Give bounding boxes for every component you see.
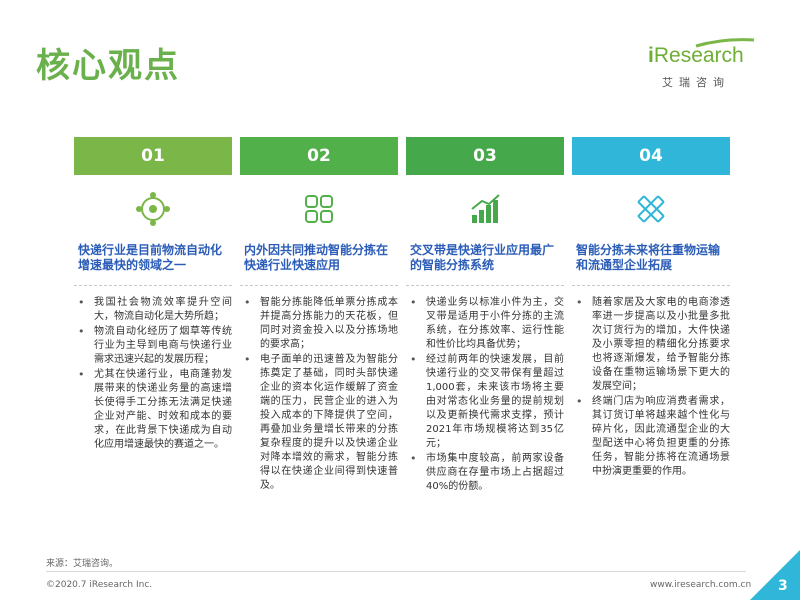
column-icon-area: [406, 175, 564, 243]
logo-brand: iResearch: [648, 44, 744, 67]
column-number: 01: [74, 137, 232, 175]
list-item: 我国社会物流效率提升空间大，物流自动化是大势所趋；: [74, 296, 232, 324]
key-points-columns: 01 快递行业是目前物流自动化增速最快的领域之一 我国社会物流效率提升空间大，物…: [74, 137, 742, 517]
column-icon-area: [572, 175, 730, 243]
list-item: 电子面单的迅速普及为智能分拣奠定了基础，同时头部快递企业的资本化运作缓解了资金端…: [240, 353, 398, 493]
list-item: 快递业务以标准小件为主，交叉带是适用于小件分拣的主流系统，在分拣效率、运行性能和…: [406, 296, 564, 352]
page-corner-triangle-icon: [750, 550, 800, 600]
page-title: 核心观点: [36, 46, 180, 86]
column-number: 04: [572, 137, 730, 175]
column-number: 03: [406, 137, 564, 175]
list-item: 尤其在快递行业，电商蓬勃发展带来的快递业务量的高速增长使得手工分拣无法满足快递企…: [74, 368, 232, 452]
column-03: 03 交叉带是快递行业应用最广的智能分拣系统 快递业务以标准小件为主，交叉带是适…: [406, 137, 564, 517]
list-item: 随着家居及大家电的电商渗透率进一步提高以及小批量多批次订货行为的增加，大件快递及…: [572, 296, 730, 394]
list-item: 物流自动化经历了烟草等传统行业为主导到电商与快递行业需求迅速兴起的发展历程；: [74, 325, 232, 367]
list-item: 经过前两年的快速发展，目前快递行业的交叉带保有量超过1,000套，未来该市场将主…: [406, 353, 564, 451]
column-02: 02 内外因共同推动智能分拣在快递行业快速应用 智能分拣能降低单票分拣成本并提高…: [240, 137, 398, 517]
column-icon-area: [74, 175, 232, 243]
pencil-ruler-icon: [637, 195, 665, 223]
bullet-list: 智能分拣能降低单票分拣成本并提高分拣能力的天花板，但同时对资金投入以及分拣场地的…: [240, 296, 398, 493]
divider: [240, 285, 398, 286]
page-number: 3: [778, 578, 788, 594]
column-heading: 交叉带是快递行业应用最广的智能分拣系统: [410, 243, 555, 272]
bullet-list: 随着家居及大家电的电商渗透率进一步提高以及小批量多批次订货行为的增加，大件快递及…: [572, 296, 730, 479]
list-item: 智能分拣能降低单票分拣成本并提高分拣能力的天花板，但同时对资金投入以及分拣场地的…: [240, 296, 398, 352]
source-note: 来源：艾瑞咨询。: [46, 559, 119, 569]
network-icon: [136, 192, 170, 226]
list-item: 市场集中度较高，前两家设备供应商在存量市场上占据超过40%的份额。: [406, 452, 564, 494]
iresearch-logo: iResearch 艾瑞咨询: [648, 36, 758, 94]
divider: [572, 285, 730, 286]
logo-swoosh-icon: [695, 38, 755, 48]
column-heading: 快递行业是目前物流自动化增速最快的领域之一: [78, 243, 223, 272]
website-link[interactable]: www.iresearch.com.cn: [650, 580, 752, 590]
bullet-list: 快递业务以标准小件为主，交叉带是适用于小件分拣的主流系统，在分拣效率、运行性能和…: [406, 296, 564, 494]
grid-icon: [305, 195, 333, 223]
column-icon-area: [240, 175, 398, 243]
bullet-list: 我国社会物流效率提升空间大，物流自动化是大势所趋； 物流自动化经历了烟草等传统行…: [74, 296, 232, 452]
copyright-text: ©2020.7 iResearch Inc.: [46, 580, 153, 590]
divider: [74, 285, 232, 286]
column-heading: 智能分拣未来将往重物运输和流通型企业拓展: [576, 243, 721, 272]
column-heading: 内外因共同推动智能分拣在快递行业快速应用: [244, 243, 389, 272]
column-number: 02: [240, 137, 398, 175]
bar-chart-icon: [471, 194, 500, 223]
column-04: 04 智能分拣未来将往重物运输和流通型企业拓展 随着家居及大家电的电商渗透率进一…: [572, 137, 730, 517]
list-item: 终端门店为响应消费者需求，其订货订单将越来越个性化与碎片化，因此流通型企业的大型…: [572, 395, 730, 479]
divider: [406, 285, 564, 286]
footer-divider: [46, 571, 746, 572]
column-01: 01 快递行业是目前物流自动化增速最快的领域之一 我国社会物流效率提升空间大，物…: [74, 137, 232, 517]
logo-subtitle: 艾瑞咨询: [662, 76, 730, 89]
